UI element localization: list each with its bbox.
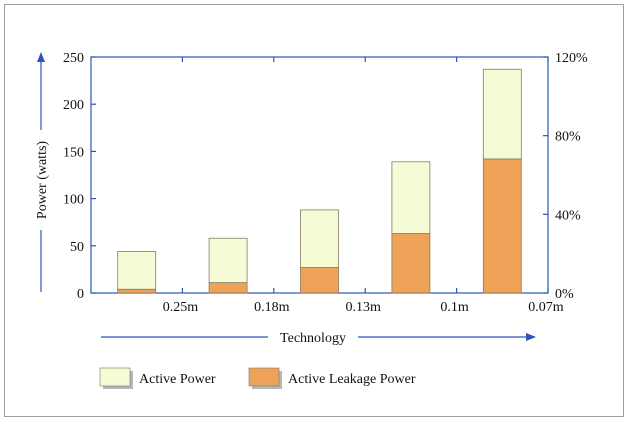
x-axis-title-bg xyxy=(268,326,358,348)
x-tick-label: 0.1m xyxy=(440,300,469,315)
y2-tick-label: 40% xyxy=(555,208,581,223)
legend: Active Power Active Leakage Power xyxy=(99,367,416,389)
y2-tick-label: 0% xyxy=(555,287,574,302)
bar-leakage-power-2 xyxy=(300,267,339,294)
y-axis-title-bg xyxy=(32,130,50,230)
x-tick-label: 0.07m xyxy=(528,300,564,315)
y-tick-label: 200 xyxy=(63,98,84,113)
bar-active-power-1 xyxy=(208,237,248,284)
y-tick-label: 100 xyxy=(63,193,84,208)
bar-leakage-power-0 xyxy=(117,288,157,294)
x-tick-label: 0.13m xyxy=(346,300,382,315)
x-ticks: 0.25m 0.18m 0.13m 0.1m 0.07m xyxy=(163,57,564,315)
legend-label-leakage-power: Active Leakage Power xyxy=(288,372,416,387)
x-axis-title: Technology xyxy=(280,331,346,346)
y-tick-label: 150 xyxy=(63,145,84,160)
legend-swatch-active-power xyxy=(99,367,131,387)
bar-active-power-3 xyxy=(391,161,431,234)
x-tick-label: 0.18m xyxy=(254,300,290,315)
y2-tick-label: 80% xyxy=(555,130,581,145)
legend-label-active-power: Active Power xyxy=(139,372,216,387)
legend-swatch-leakage-power xyxy=(248,367,280,387)
y-axis-title: Power (watts) xyxy=(35,141,50,219)
y-tick-label: 50 xyxy=(70,240,84,255)
bar-leakage-power-1 xyxy=(208,282,248,294)
x-axis-arrow-head xyxy=(526,333,536,341)
y-ticks: 0 50 100 150 200 250 xyxy=(63,51,96,302)
y-tick-label: 0 xyxy=(77,287,84,302)
y2-ticks: 0% 40% 80% 120% xyxy=(543,51,588,302)
bar-active-power-2 xyxy=(300,209,339,268)
bars xyxy=(117,68,522,294)
bar-leakage-power-4 xyxy=(482,158,522,294)
x-tick-label: 0.25m xyxy=(163,300,199,315)
bar-leakage-power-3 xyxy=(391,233,431,294)
bar-active-power-4 xyxy=(482,68,522,160)
bar-active-power-0 xyxy=(117,251,157,290)
y-tick-label: 250 xyxy=(63,51,84,66)
y-axis-arrow-head xyxy=(37,52,45,62)
y2-tick-label: 120% xyxy=(555,51,588,66)
